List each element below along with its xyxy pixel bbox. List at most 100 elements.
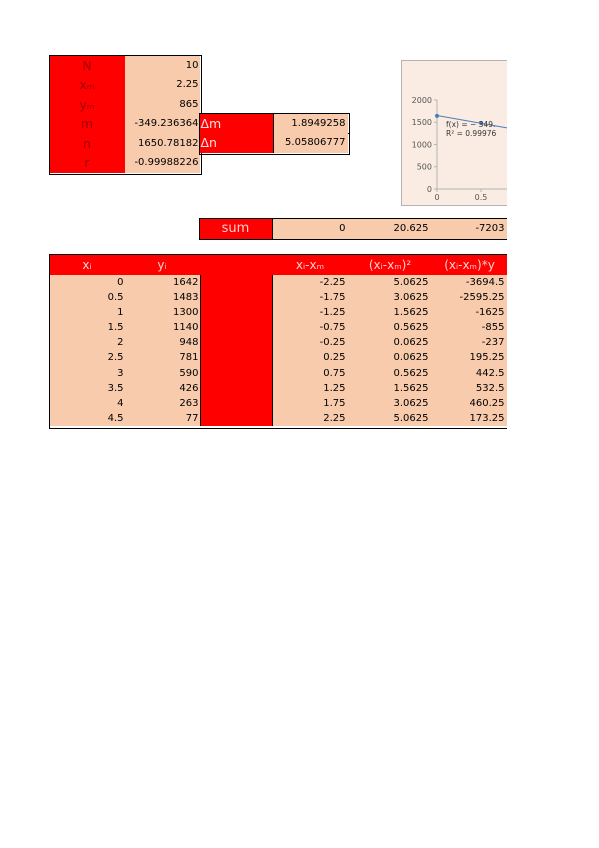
stat-label: m bbox=[49, 114, 125, 134]
cell-blank-red bbox=[199, 350, 273, 366]
cell-y: 1642 bbox=[124, 274, 200, 290]
uncertainty-label: Δm bbox=[199, 113, 273, 133]
cell-x-minus-xm-squared: 3.0625 bbox=[347, 289, 433, 305]
cell-x: 4 bbox=[49, 396, 125, 412]
cell-blank-red bbox=[199, 335, 273, 351]
data-point bbox=[479, 121, 483, 126]
table-row: 2.5 781 0.25 0.0625 195.25 bbox=[49, 350, 508, 366]
uncertainty-label: Δn bbox=[199, 133, 273, 153]
table-row: 3 590 0.75 0.5625 442.5 bbox=[49, 365, 508, 381]
cell-x-minus-xm-squared: 5.0625 bbox=[347, 274, 433, 290]
r-squared-label: R² = 0.99976 bbox=[446, 129, 497, 138]
cell-blank-red bbox=[199, 396, 273, 412]
y-tick-label: 1000 bbox=[412, 140, 432, 149]
cell-y: 77 bbox=[124, 411, 200, 427]
stat-row-x-mean: xₘ 2.25 bbox=[49, 75, 201, 95]
cell-y: 1300 bbox=[124, 304, 200, 321]
stat-label: n bbox=[49, 133, 125, 153]
stat-value: 2.25 bbox=[124, 75, 200, 95]
cell-x-minus-xm-squared: 3.0625 bbox=[347, 396, 433, 412]
cell-x: 4.5 bbox=[49, 411, 125, 427]
cell-y: 263 bbox=[124, 396, 200, 412]
cell-x: 3.5 bbox=[49, 380, 125, 396]
cell-x-minus-xm: -0.75 bbox=[272, 320, 348, 336]
scatter-chart: 2000 1500 1000 500 0 0 0.5 f(x) = − 349.… bbox=[401, 60, 507, 206]
header-blank bbox=[200, 255, 273, 275]
sum-x-minus-xm-squared: 20.625 bbox=[347, 218, 433, 239]
cell-x-minus-xm-times-y: 195.25 bbox=[432, 350, 507, 366]
stat-label: r bbox=[49, 153, 125, 173]
spreadsheet-page: N 10 xₘ 2.25 yₘ 865 m -349.236364 n 1650… bbox=[48, 54, 508, 429]
cell-x-minus-xm: -2.25 bbox=[272, 274, 348, 290]
table-row: 2 948 -0.25 0.0625 -237 bbox=[49, 335, 508, 351]
cell-x-minus-xm-times-y: 442.5 bbox=[432, 365, 507, 381]
header-x-minus-xm-squared: (xᵢ-xₘ)² bbox=[368, 257, 412, 272]
header-x-minus-xm: xᵢ-xₘ bbox=[295, 257, 325, 272]
cell-x-minus-xm: 2.25 bbox=[272, 411, 348, 427]
cell-blank-red bbox=[199, 411, 273, 427]
stat-label: N bbox=[49, 55, 125, 75]
stat-value: 10 bbox=[124, 55, 200, 75]
cell-y: 948 bbox=[124, 335, 200, 351]
cell-x-minus-xm-squared: 0.0625 bbox=[347, 350, 433, 366]
cell-x-minus-xm-times-y: 460.25 bbox=[432, 396, 507, 412]
table-row: 4 263 1.75 3.0625 460.25 bbox=[49, 396, 508, 412]
header-x: xᵢ bbox=[82, 257, 92, 272]
cell-x-minus-xm: 1.75 bbox=[272, 396, 348, 412]
cell-x-minus-xm-times-y: -2595.25 bbox=[432, 289, 507, 305]
data-point bbox=[435, 113, 439, 118]
cell-x-minus-xm: -1.75 bbox=[272, 289, 348, 305]
cell-x: 3 bbox=[49, 365, 125, 381]
cell-x-minus-xm-times-y: 173.25 bbox=[432, 411, 507, 427]
cell-y: 1140 bbox=[124, 320, 200, 336]
cell-x-minus-xm-times-y: -237 bbox=[432, 335, 507, 351]
data-table: xᵢ yᵢ xᵢ-xₘ (xᵢ-xₘ)² (xᵢ-xₘ)*y 0 1642 -2… bbox=[48, 253, 508, 429]
cell-x-minus-xm-squared: 1.5625 bbox=[347, 304, 433, 321]
y-tick-label: 1500 bbox=[412, 118, 432, 127]
trendline-equation: f(x) = − 349. bbox=[446, 120, 495, 129]
cell-y: 1483 bbox=[124, 289, 200, 305]
regression-summary-block: N 10 xₘ 2.25 yₘ 865 m -349.236364 n 1650… bbox=[48, 54, 202, 175]
cell-x-minus-xm: -1.25 bbox=[272, 304, 348, 321]
cell-x-minus-xm-squared: 0.0625 bbox=[347, 335, 433, 351]
y-tick-label: 2000 bbox=[412, 96, 432, 105]
cell-x-minus-xm-times-y: -855 bbox=[432, 320, 507, 336]
cell-y: 426 bbox=[124, 380, 200, 396]
cell-x-minus-xm: 0.75 bbox=[272, 365, 348, 381]
cell-x: 0.5 bbox=[49, 289, 125, 305]
cell-x-minus-xm-times-y: -3694.5 bbox=[432, 274, 507, 290]
cell-blank-red bbox=[199, 320, 273, 336]
cell-x: 2.5 bbox=[49, 350, 125, 366]
uncertainty-row-slope: Δm 1.8949258 bbox=[199, 113, 349, 133]
cell-x-minus-xm-squared: 0.5625 bbox=[347, 365, 433, 381]
cell-x: 1 bbox=[49, 304, 125, 321]
table-row: 0 1642 -2.25 5.0625 -3694.5 bbox=[49, 274, 508, 290]
table-header-row: xᵢ yᵢ xᵢ-xₘ (xᵢ-xₘ)² (xᵢ-xₘ)*y bbox=[49, 254, 507, 275]
sum-row-filler bbox=[506, 218, 507, 239]
stat-value: -0.99988226 bbox=[124, 153, 200, 173]
uncertainty-value: 5.05806777 bbox=[272, 133, 348, 153]
stat-row-y-mean: yₘ 865 bbox=[49, 94, 201, 114]
cell-x-minus-xm: 0.25 bbox=[272, 350, 348, 366]
header-x-minus-xm-times-y: (xᵢ-xₘ)*y bbox=[444, 257, 495, 272]
y-tick-label: 0 bbox=[427, 185, 432, 194]
cell-x-minus-xm: 1.25 bbox=[272, 380, 348, 396]
sum-row: sum 0 20.625 -7203 bbox=[198, 217, 507, 240]
table-row: 1.5 1140 -0.75 0.5625 -855 bbox=[49, 320, 508, 336]
cell-x-minus-xm-squared: 1.5625 bbox=[347, 380, 433, 396]
stat-row-correlation: r -0.99988226 bbox=[49, 153, 201, 173]
trendline bbox=[436, 115, 507, 129]
chart-series-group bbox=[435, 113, 507, 129]
cell-x: 2 bbox=[49, 335, 125, 351]
cell-blank-red bbox=[199, 304, 273, 321]
sum-x-minus-xm-times-y: -7203 bbox=[432, 218, 507, 239]
cell-blank-red bbox=[199, 380, 273, 396]
stat-value: 1650.78182 bbox=[124, 133, 200, 153]
cell-blank-red bbox=[199, 365, 273, 381]
stat-row-count: N 10 bbox=[49, 55, 201, 75]
sum-x-minus-xm: 0 bbox=[272, 218, 348, 239]
x-tick-label: 0 bbox=[434, 193, 439, 202]
uncertainty-row-intercept: Δn 5.05806777 bbox=[199, 133, 349, 153]
cell-x-minus-xm-squared: 0.5625 bbox=[347, 320, 433, 336]
table-row: 4.5 77 2.25 5.0625 173.25 bbox=[49, 411, 508, 427]
